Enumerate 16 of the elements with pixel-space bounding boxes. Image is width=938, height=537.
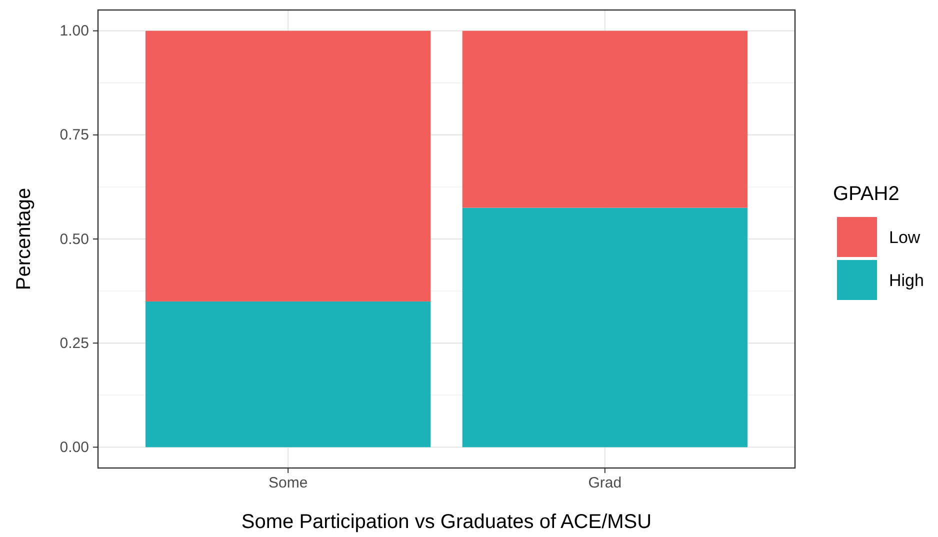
x-tick-label: Some bbox=[268, 474, 308, 492]
bar bbox=[462, 30, 748, 208]
bar bbox=[146, 30, 431, 302]
y-tick-label: 0.75 bbox=[60, 126, 89, 144]
bar bbox=[462, 208, 748, 448]
legend-label: High bbox=[889, 271, 924, 290]
bar bbox=[146, 301, 431, 448]
legend-title: GPAH2 bbox=[833, 183, 900, 205]
y-tick-label: 0.00 bbox=[60, 438, 89, 456]
y-tick-label: 0.25 bbox=[60, 334, 89, 352]
x-tick-label: Grad bbox=[588, 474, 622, 492]
legend-label: Low bbox=[889, 228, 921, 247]
x-axis-title: Some Participation vs Graduates of ACE/MSU bbox=[241, 511, 652, 533]
y-tick-label: 1.00 bbox=[60, 22, 89, 40]
y-axis-title: Percentage bbox=[13, 188, 35, 290]
y-tick-label: 0.50 bbox=[60, 230, 89, 248]
